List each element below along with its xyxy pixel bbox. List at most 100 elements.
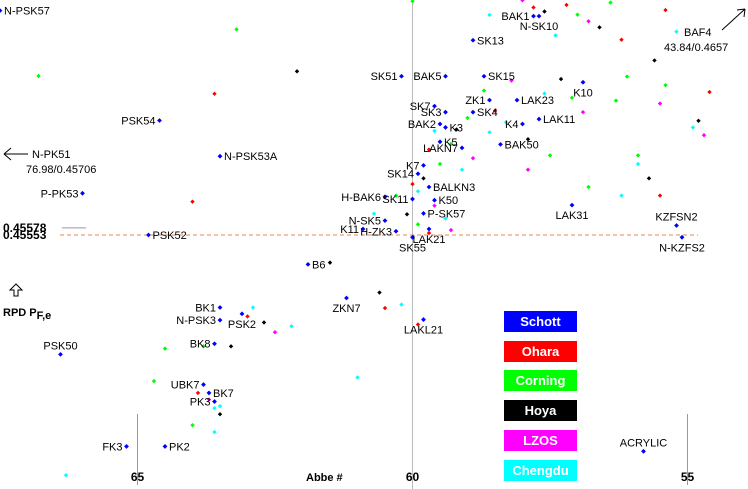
data-point — [657, 101, 663, 106]
data-point — [690, 125, 696, 130]
data-point — [569, 202, 575, 208]
data-point — [635, 161, 641, 167]
data-point — [553, 33, 558, 38]
data-point — [487, 130, 492, 135]
data-point — [586, 19, 591, 24]
data-point — [652, 58, 657, 63]
data-point — [674, 29, 679, 34]
data-point — [162, 346, 168, 351]
data-point — [426, 226, 432, 232]
data-point — [608, 0, 613, 5]
data-point — [525, 137, 531, 142]
data-point — [503, 120, 509, 125]
data-point — [36, 73, 41, 79]
data-point — [448, 227, 454, 233]
point-label: BK1 — [195, 302, 216, 314]
data-point — [701, 132, 707, 138]
offscale-right-label: BAF4 — [684, 27, 712, 39]
data-point — [382, 218, 388, 224]
data-point — [619, 193, 624, 198]
data-point — [146, 232, 151, 238]
data-point — [294, 69, 300, 74]
point-label: BAK1 — [501, 11, 529, 23]
point-label: ZK1 — [465, 95, 485, 107]
offscale-left-label: N-PK51 — [32, 149, 71, 161]
data-point — [569, 95, 575, 100]
data-point — [228, 344, 234, 349]
data-point — [509, 78, 514, 83]
data-point — [624, 74, 630, 79]
point-label: B6 — [312, 259, 325, 271]
point-label: BAK50 — [505, 139, 539, 151]
data-point — [437, 139, 443, 145]
data-point — [487, 12, 492, 18]
data-point — [520, 121, 525, 127]
legend-item-lzos: LZOS — [504, 430, 577, 451]
data-point — [536, 116, 542, 122]
x-tick-label: 60 — [406, 470, 420, 484]
data-point — [635, 153, 641, 158]
data-point — [542, 9, 547, 14]
data-point — [487, 97, 492, 103]
data-point — [217, 412, 223, 417]
data-point — [547, 153, 553, 158]
data-point — [646, 176, 652, 181]
point-label: ACRYLIC — [620, 437, 668, 449]
data-point — [415, 189, 421, 194]
data-point — [217, 403, 223, 409]
point-label: P-PK53 — [41, 188, 79, 200]
data-point — [415, 222, 421, 227]
data-point — [613, 98, 619, 103]
data-point — [580, 79, 586, 85]
point-label: SK3 — [421, 107, 442, 119]
data-point — [657, 193, 663, 198]
data-point — [459, 145, 465, 151]
data-point — [619, 37, 624, 42]
data-point — [641, 448, 646, 454]
legend-item-hoya: Hoya — [504, 400, 577, 421]
data-point — [305, 261, 311, 267]
data-point — [272, 330, 278, 335]
data-point — [217, 317, 223, 323]
y-axis-arrow-icon — [8, 283, 24, 297]
data-point — [481, 73, 487, 79]
data-point — [63, 472, 69, 478]
data-point — [250, 305, 256, 310]
point-label: BALKN3 — [433, 182, 475, 194]
data-point — [426, 230, 432, 236]
data-point — [470, 109, 476, 115]
y-tick-label: 0.45578 — [3, 221, 47, 235]
data-point — [696, 118, 701, 124]
data-point — [206, 397, 212, 402]
data-point — [201, 382, 206, 387]
legend-item-schott: Schott — [504, 311, 577, 332]
data-point — [443, 216, 448, 221]
data-point — [195, 390, 201, 396]
point-label: ZKN7 — [332, 303, 360, 315]
point-label: K11 — [340, 224, 359, 236]
data-point — [558, 76, 564, 82]
data-point — [399, 302, 404, 307]
data-point — [355, 375, 360, 380]
data-point — [426, 147, 432, 152]
point-label: SK7 — [410, 101, 431, 113]
point-label: N-PSK3 — [176, 315, 216, 327]
data-point — [525, 167, 531, 172]
data-point — [542, 91, 547, 96]
data-point — [217, 305, 223, 310]
data-point — [212, 399, 217, 404]
point-label: SK15 — [488, 71, 515, 83]
data-point — [520, 0, 525, 3]
point-label: BAK5 — [413, 71, 441, 83]
data-point — [206, 390, 212, 396]
y-axis-label: RPD PF,e — [3, 307, 51, 322]
point-label: SK13 — [477, 35, 504, 47]
point-label: K50 — [439, 195, 459, 207]
arrow-left-icon — [3, 147, 28, 161]
point-label: SK55 — [399, 242, 426, 254]
point-label: FK3 — [102, 441, 122, 453]
data-point — [432, 203, 437, 208]
data-point — [514, 97, 520, 103]
point-label: LAK31 — [555, 210, 588, 222]
data-point — [377, 290, 382, 295]
